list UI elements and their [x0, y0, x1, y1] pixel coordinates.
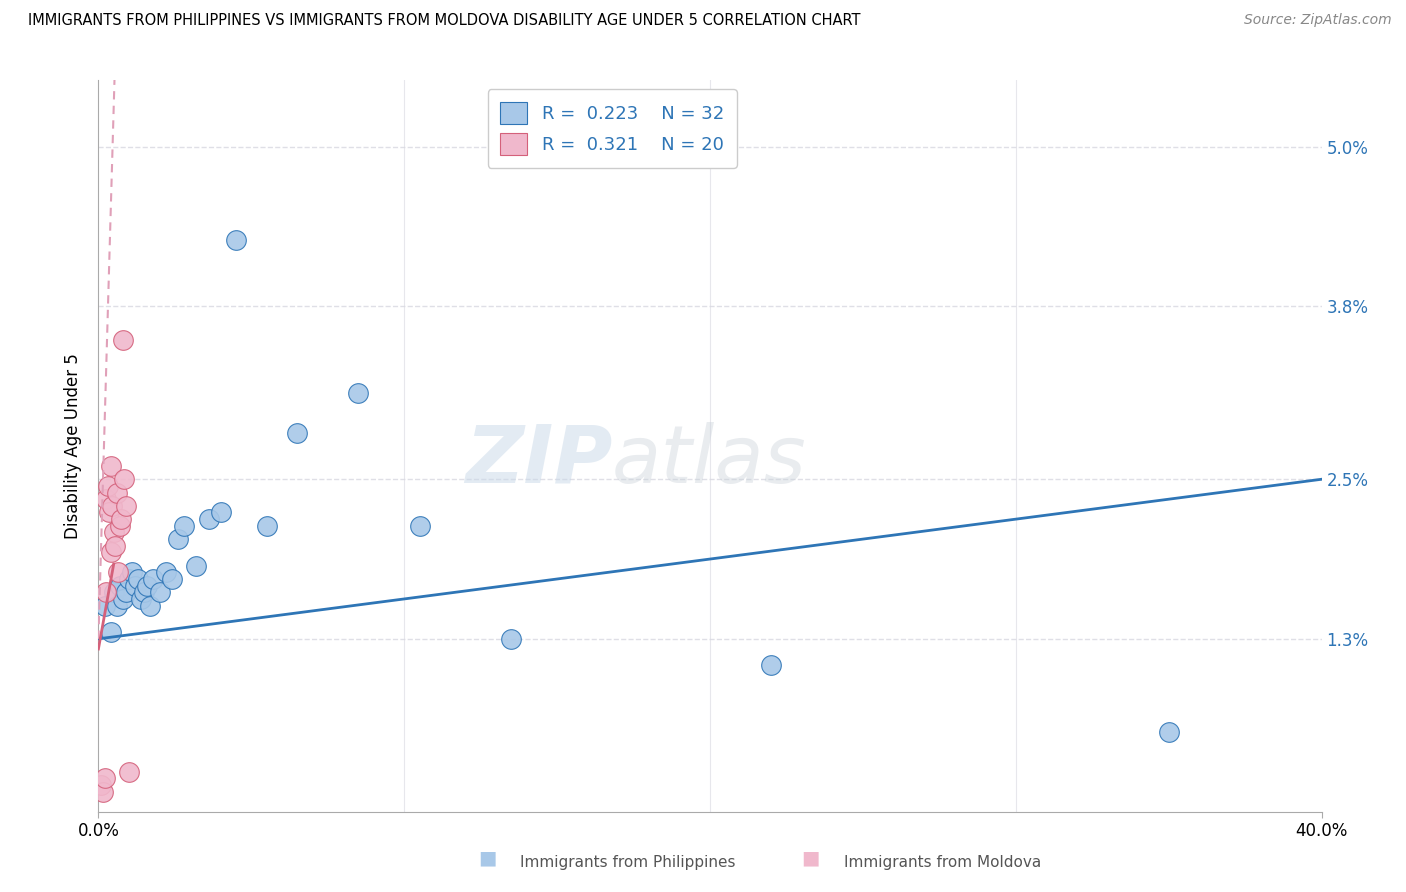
Point [108, 518, 131, 533]
Point [105, 485, 128, 500]
Point [121, 566, 143, 580]
Text: Immigrants from Moldova: Immigrants from Moldova [844, 855, 1040, 870]
Point [134, 585, 156, 599]
Legend: R =  0.223    N = 32, R =  0.321    N = 20: R = 0.223 N = 32, R = 0.321 N = 20 [488, 89, 737, 168]
Point [107, 566, 129, 580]
Point [90, 778, 112, 792]
Point [408, 518, 430, 533]
Point [93, 599, 115, 613]
Text: Immigrants from Philippines: Immigrants from Philippines [520, 855, 735, 870]
Point [124, 579, 146, 593]
Point [101, 499, 124, 513]
Y-axis label: Disability Age Under 5: Disability Age Under 5 [65, 353, 83, 539]
Point [186, 558, 208, 573]
Point [1157, 725, 1180, 739]
Point [173, 518, 195, 533]
Point [127, 572, 149, 586]
Point [91, 785, 114, 799]
Point [160, 572, 183, 586]
Point [197, 512, 219, 526]
Point [93, 772, 115, 786]
Point [142, 572, 165, 586]
Point [256, 518, 278, 533]
Point [167, 532, 190, 546]
Point [98, 506, 121, 520]
Point [118, 572, 141, 586]
Point [105, 599, 128, 613]
Point [94, 492, 117, 507]
Point [129, 591, 152, 606]
Point [115, 499, 138, 513]
Point [115, 585, 138, 599]
Point [347, 385, 370, 400]
Point [110, 512, 132, 526]
Point [285, 425, 308, 440]
Point [149, 585, 172, 599]
Point [103, 585, 125, 599]
Point [108, 579, 131, 593]
Text: ■: ■ [801, 848, 820, 867]
Point [761, 658, 783, 673]
Point [111, 591, 134, 606]
Point [100, 545, 122, 559]
Point [97, 479, 120, 493]
Text: Source: ZipAtlas.com: Source: ZipAtlas.com [1244, 13, 1392, 28]
Point [136, 579, 159, 593]
Point [100, 458, 122, 473]
Point [139, 599, 162, 613]
Point [155, 566, 177, 580]
Text: ■: ■ [478, 848, 496, 867]
Point [111, 333, 134, 347]
Point [104, 539, 127, 553]
Point [100, 625, 122, 640]
Point [209, 506, 232, 520]
Text: atlas: atlas [612, 422, 807, 500]
Text: IMMIGRANTS FROM PHILIPPINES VS IMMIGRANTS FROM MOLDOVA DISABILITY AGE UNDER 5 CO: IMMIGRANTS FROM PHILIPPINES VS IMMIGRANT… [28, 13, 860, 29]
Point [94, 585, 117, 599]
Text: ZIP: ZIP [465, 422, 612, 500]
Point [225, 233, 247, 247]
Point [112, 472, 135, 486]
Point [501, 632, 523, 646]
Point [118, 764, 141, 779]
Point [103, 525, 125, 540]
